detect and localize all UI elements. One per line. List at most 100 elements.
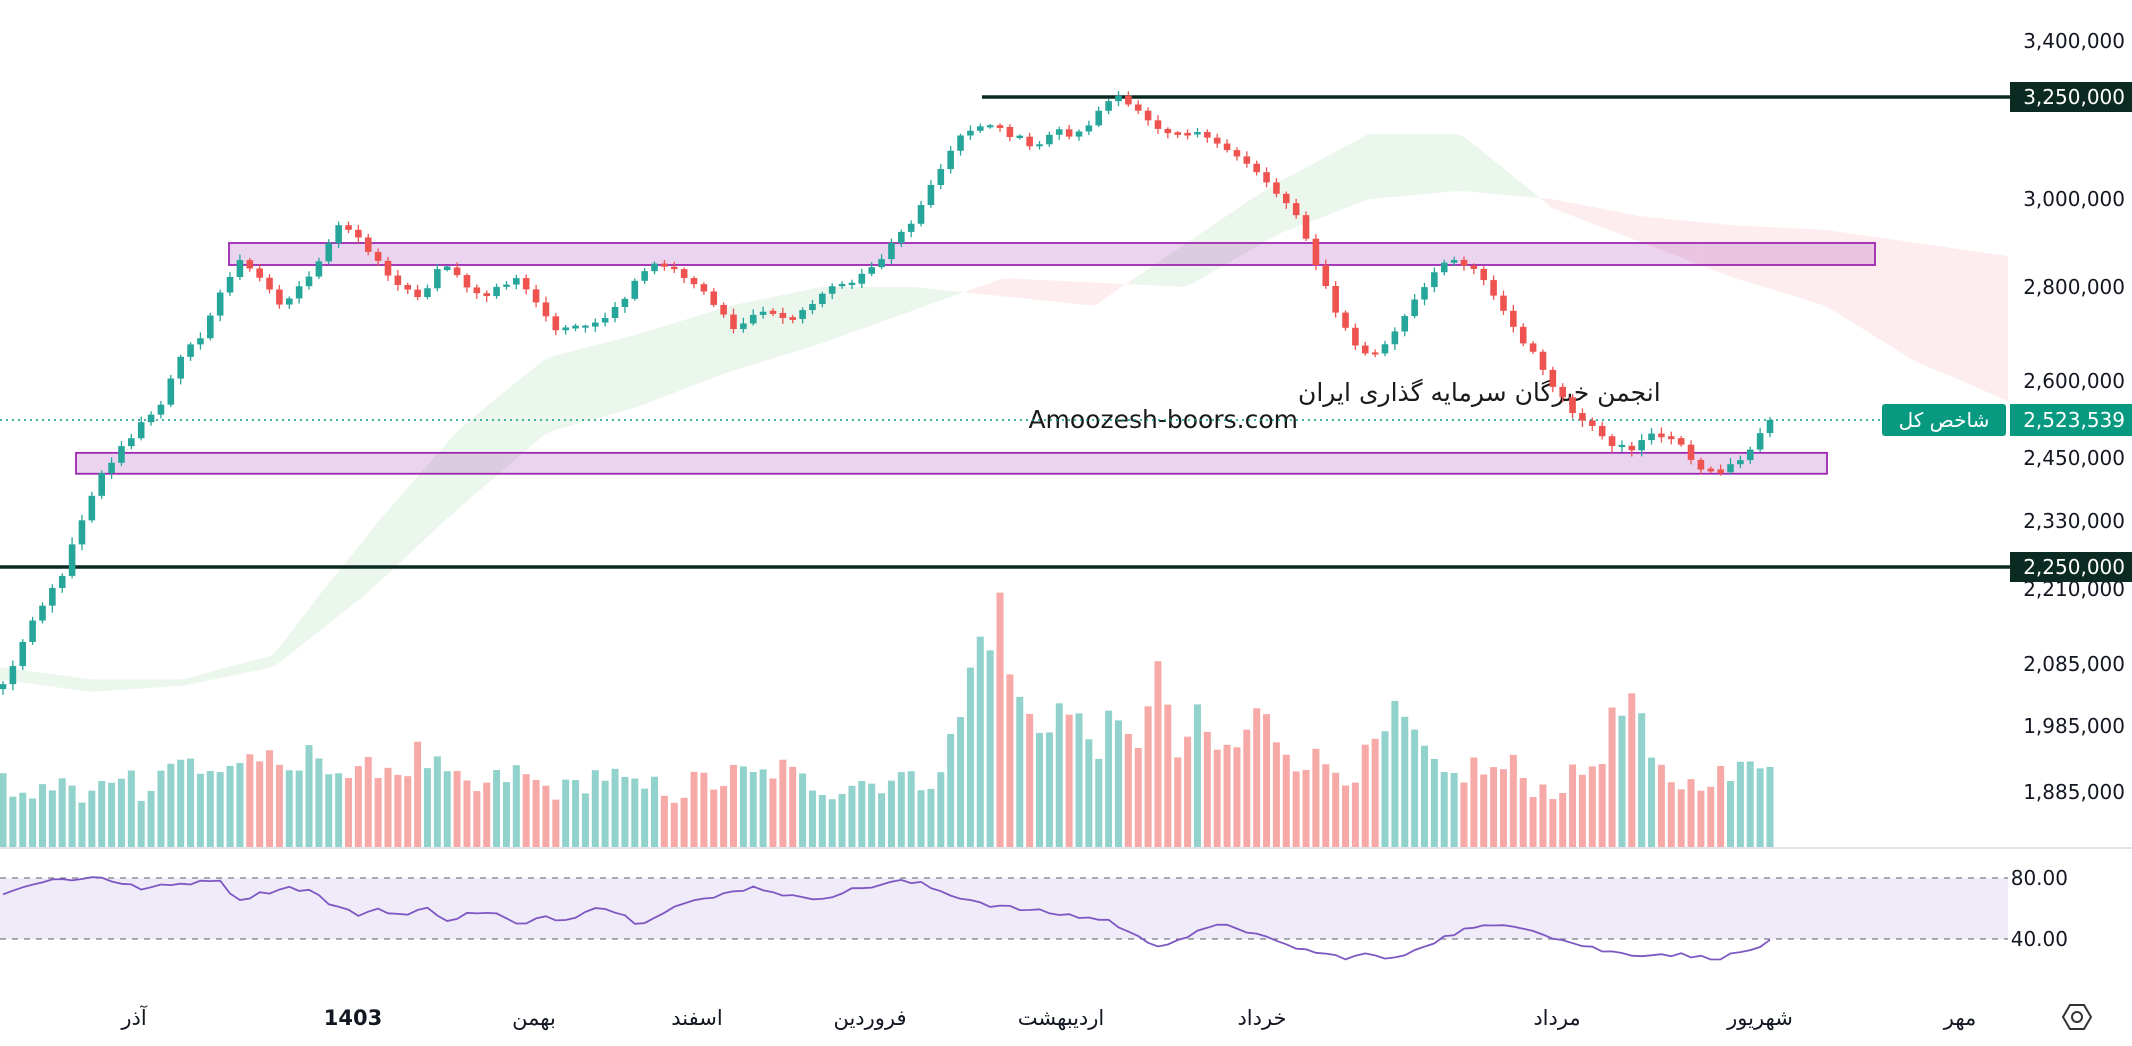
cloud-segment [1473,143,1482,193]
cloud-segment [1666,218,1675,256]
candle [947,145,954,174]
cloud-segment [1964,249,1973,386]
volume-bar [1332,772,1340,847]
cloud-segment [675,320,684,393]
cloud-segment [377,512,386,584]
candle [730,308,737,334]
candle [1036,141,1043,150]
cloud-segment [1902,240,1912,359]
candle [187,342,194,361]
price-tick-label: 3,400,000 [2023,29,2125,53]
candle [108,457,115,480]
cloud-segment [412,472,421,552]
zone-1[interactable] [228,242,1876,266]
cloud-segment [1341,143,1351,210]
candle [1243,151,1251,168]
candle [740,317,747,333]
cloud-segment [833,287,842,340]
candle [246,257,254,272]
rsi-band [0,878,2008,939]
candle [1342,310,1349,331]
cloud-segment [210,669,220,681]
volume-bar [660,795,668,847]
cloud-segment [394,492,404,568]
cloud-segment [482,402,492,489]
candle [1026,132,1033,151]
cloud-segment [1446,133,1456,193]
volume-bar [1450,772,1458,847]
candle [1006,124,1014,142]
candle [868,262,875,277]
candle [690,276,698,289]
candle [453,262,461,278]
volume-bar [957,717,965,847]
candle [1194,127,1201,138]
horizontal-levels [0,95,2010,569]
cloud-segment [420,462,430,544]
volume-bar [147,790,155,847]
volume-bar [1085,739,1093,847]
volume-bar [394,774,402,847]
price-axis: 3,400,000 3,000,000 2,800,000 2,600,000 2,45… [2023,29,2125,804]
candle [1085,120,1093,135]
candle [1697,457,1705,475]
candle [473,284,481,299]
volume-bar [1114,720,1122,847]
cloud-segment [1543,198,1553,208]
cloud-segment [1008,278,1018,298]
candle [710,288,718,308]
volume-bar [177,759,185,847]
cloud-segment [1394,133,1403,197]
candle [266,274,273,294]
candle [98,470,106,499]
cloud-segment [1972,251,1982,390]
candle [1559,383,1566,403]
candle [1223,139,1231,153]
volume-bar [1578,774,1586,847]
volume-bar [0,773,7,847]
volume-bar [897,772,905,847]
volume-bar [345,777,353,847]
cloud-segment [1122,280,1132,287]
cloud-segment [96,679,106,692]
settings-icon[interactable] [2061,1004,2093,1030]
volume-bar [769,778,777,847]
cloud-segment [122,679,132,690]
cloud-segment [1788,228,1798,298]
volume-bar [325,774,333,847]
candle [591,318,599,332]
candle [167,374,175,408]
volume-bar [1608,707,1616,847]
cloud-segment [1595,207,1605,229]
volume-bar [1727,781,1735,847]
cloud-segment [824,287,834,343]
cloud-segment [1060,280,1070,304]
volume-bar [19,792,27,847]
zone-2[interactable] [75,451,1828,475]
svg-text:3,250,000: 3,250,000 [2023,85,2125,109]
candle [680,267,688,284]
cloud-segment [1516,179,1526,197]
candle [503,281,510,290]
candle [967,125,974,140]
candle [157,400,165,419]
candle [611,301,619,323]
candle [1213,133,1221,148]
candle [483,290,491,302]
cloud-segment [1736,225,1745,282]
candle [1105,98,1112,115]
volume-bar [68,785,76,847]
cloud-segment [166,679,176,687]
candle [384,256,392,281]
volume-bar [285,770,293,847]
volume-bar [749,771,757,847]
cloud-segment [973,285,983,295]
cloud-segment [254,657,264,672]
volume-bar [532,779,540,847]
candle [809,300,816,315]
cloud-segment [1096,282,1105,306]
cloud-segment [447,432,456,519]
candle [1371,349,1379,358]
rsi-pane [0,876,2008,961]
cloud-segment [1280,176,1289,234]
